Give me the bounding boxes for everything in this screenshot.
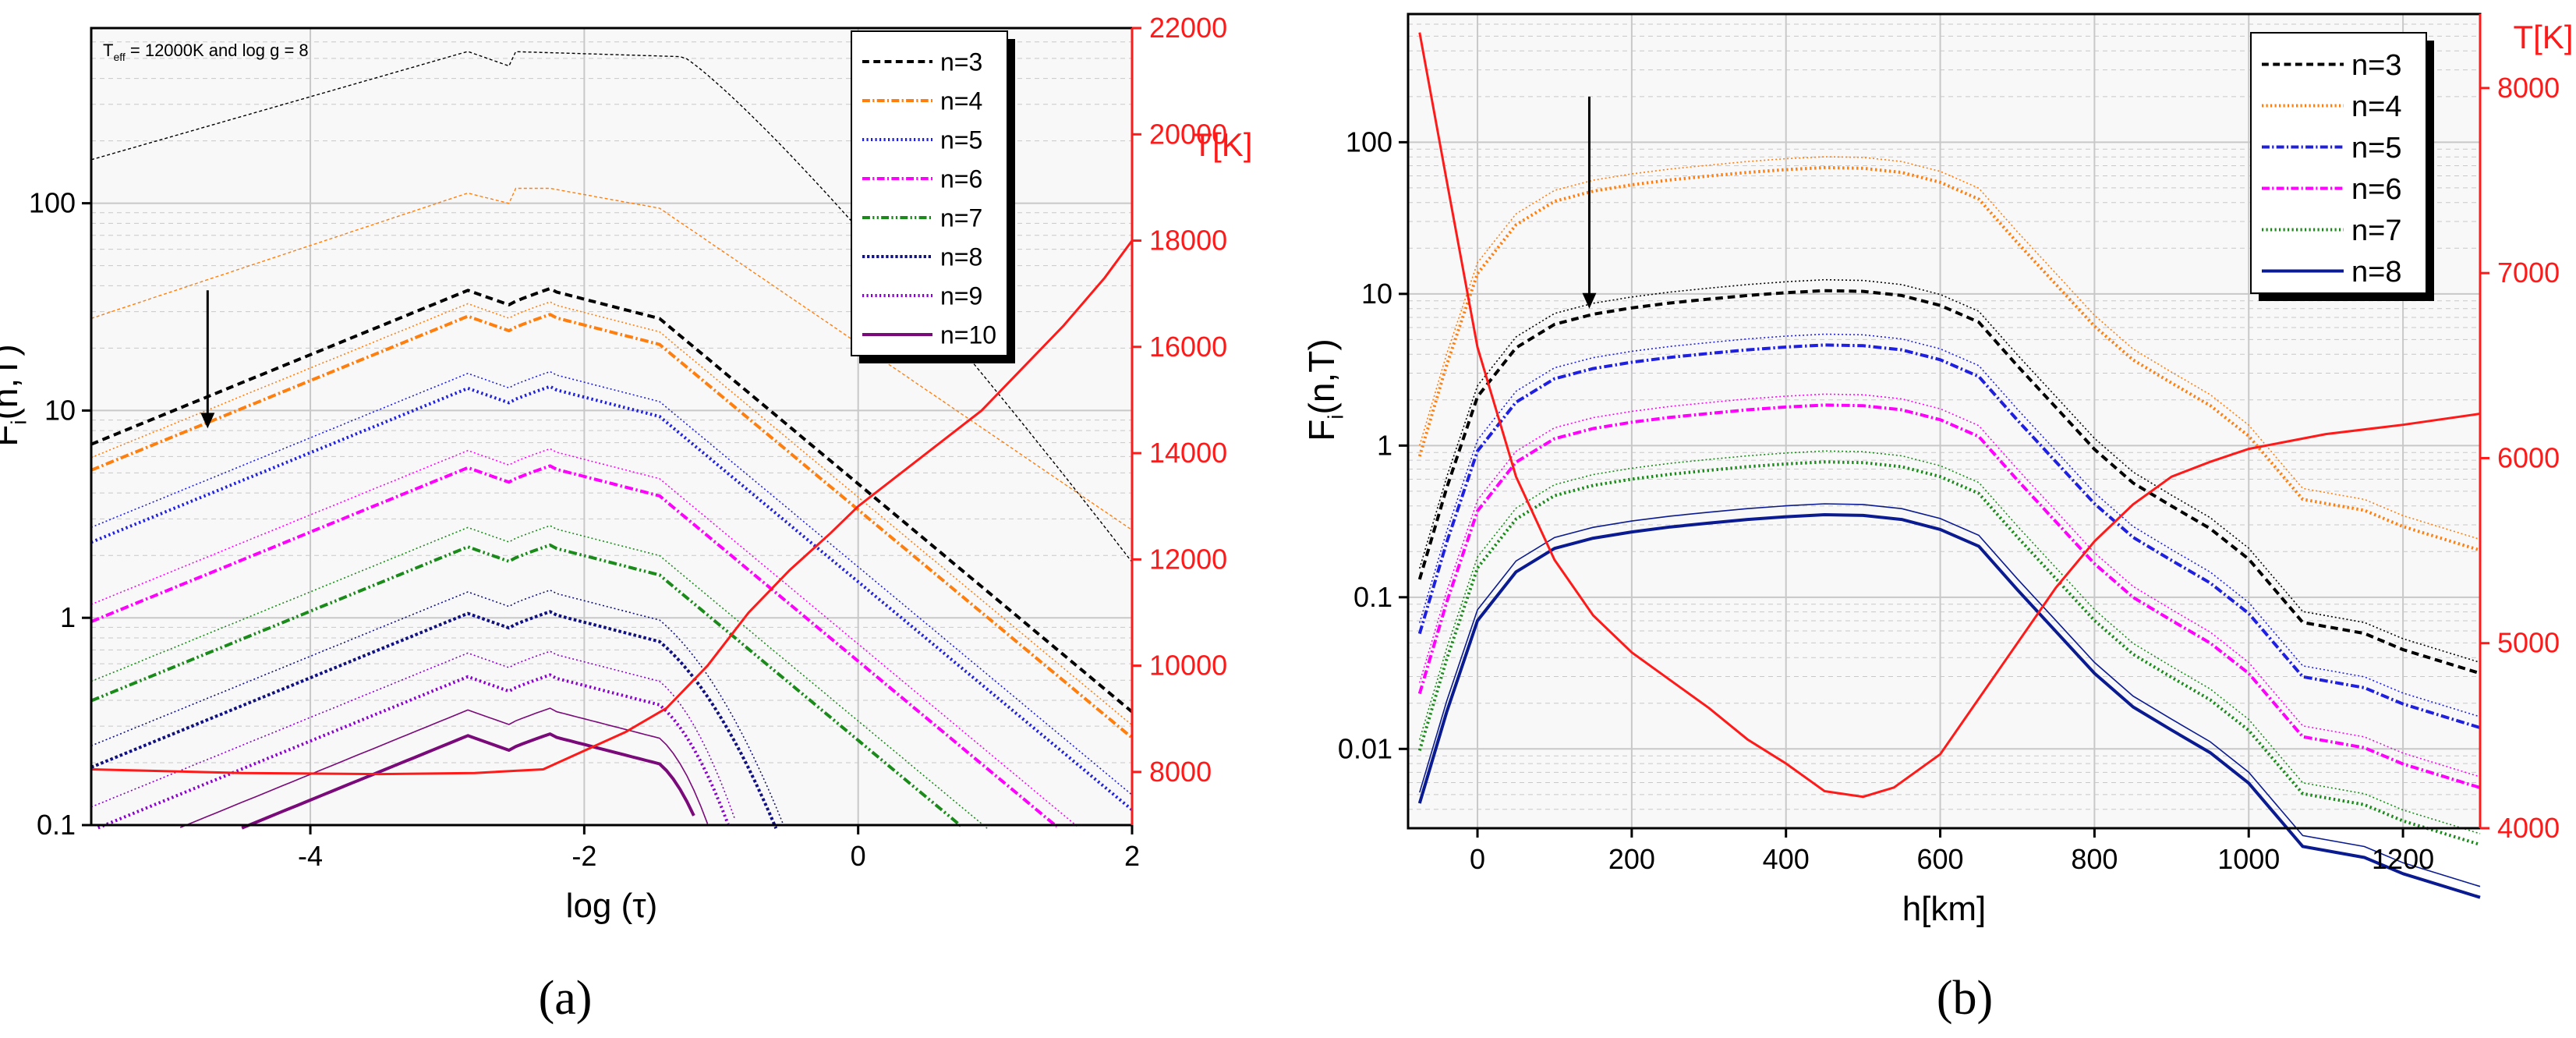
y-tick-label: 0.01 xyxy=(1338,732,1392,764)
y2-tick-label: 14000 xyxy=(1149,437,1227,469)
x-tick-label: 800 xyxy=(2071,843,2118,875)
legend-label: n=9 xyxy=(940,282,982,310)
y2-tick-label: 8000 xyxy=(1149,756,1212,788)
arrow-head xyxy=(1582,292,1597,309)
y2-tick-label: 8000 xyxy=(2497,72,2560,104)
x-tick-label: -4 xyxy=(298,840,323,872)
legend-label: n=6 xyxy=(940,165,982,193)
legend-label: n=5 xyxy=(940,126,982,154)
legend-label: n=5 xyxy=(2351,132,2401,165)
x-axis-label: h[km] xyxy=(1902,890,1987,928)
series-line-thin-n5 xyxy=(1419,333,2481,717)
series-line-thin-n6 xyxy=(90,448,1078,827)
y2-tick-label: 6000 xyxy=(2497,441,2560,473)
x-tick-label: 1000 xyxy=(2217,843,2280,875)
series-line-n8 xyxy=(1417,513,2481,899)
legend-label: n=4 xyxy=(940,87,982,115)
series-line-n10 xyxy=(241,732,695,830)
panel-a: -4 -2 0 2 0.1 1 10 100 8000 10000 12000 14000 16000 1… xyxy=(0,12,1253,925)
series-group xyxy=(1417,156,2481,899)
y2-tick-label: 18000 xyxy=(1149,225,1227,257)
legend-label: n=3 xyxy=(940,48,982,76)
envelope-line xyxy=(90,51,1133,563)
series-line-thin-n10 xyxy=(179,707,709,828)
series-line-thin-n9 xyxy=(90,650,736,820)
y-tick-label: 0.1 xyxy=(1353,581,1392,613)
y-tick-label: 1 xyxy=(60,601,76,633)
series-line-n4 xyxy=(90,313,1134,739)
temperature-line xyxy=(90,239,1134,776)
series-line-thin-n7 xyxy=(1419,450,2481,834)
series-line-thin-n5 xyxy=(90,370,1133,795)
annotation-teff: Teff = 12000K and log g = 8 xyxy=(103,41,309,63)
y2-axis-label: T[K] xyxy=(2513,19,2573,55)
x-tick-label: 0 xyxy=(851,840,866,872)
series-line-n5 xyxy=(1417,343,2481,730)
legend: n=3 n=4 n=5 n=6 n=7 n=8 n=9 n=10 xyxy=(851,30,1015,363)
legend-label: n=4 xyxy=(2351,90,2401,123)
legend-label: n=8 xyxy=(2351,256,2401,289)
y2-tick-label: 22000 xyxy=(1149,12,1227,44)
series-line-n3 xyxy=(90,287,1134,714)
legend-label: n=10 xyxy=(940,321,996,349)
envelope-line-n4 xyxy=(90,187,1133,531)
y2-tick-label: 5000 xyxy=(2497,627,2560,659)
series-line-thin-n3 xyxy=(1419,278,2481,664)
legend: n=3 n=4 n=5 n=6 n=7 n=8 xyxy=(2250,32,2434,301)
arrow-head xyxy=(200,413,215,429)
y-tick-label: 10 xyxy=(44,394,76,426)
y2-tick-label: 12000 xyxy=(1149,543,1227,575)
series-line-thin-n6 xyxy=(1419,393,2481,778)
series-line-n5 xyxy=(90,384,1134,811)
legend-label: n=8 xyxy=(940,243,982,271)
x-tick-label: 200 xyxy=(1608,843,1655,875)
series-line-thin-n7 xyxy=(90,525,989,831)
y2-tick-label: 7000 xyxy=(2497,257,2560,289)
series-line-thin-n4 xyxy=(1419,156,2481,540)
y-axis-label: Fi(n,T) xyxy=(1301,338,1348,441)
series-line-n4 xyxy=(1417,165,2481,552)
series-line-n7 xyxy=(90,543,962,827)
series-line-thin-n8 xyxy=(1419,503,2481,887)
y2-tick-label: 16000 xyxy=(1149,331,1227,363)
x-tick-label: -2 xyxy=(571,840,596,872)
x-axis-label: log (τ) xyxy=(566,887,658,925)
x-tick-label: 2 xyxy=(1124,840,1140,872)
y2-tick-label: 10000 xyxy=(1149,650,1227,682)
caption-a: (a) xyxy=(539,972,593,1025)
series-line-n3 xyxy=(1417,289,2481,675)
y-tick-label: 1 xyxy=(1377,429,1392,461)
series-line-n7 xyxy=(1417,460,2481,846)
y2-axis-label: T[K] xyxy=(1192,126,1252,163)
panel-b: 0 200 400 600 800 1000 1200 0.01 0.1 1 10 100 4000 50… xyxy=(1301,12,2574,928)
legend-label: n=7 xyxy=(940,204,982,232)
x-tick-label: 1200 xyxy=(2372,843,2434,875)
x-tick-label: 600 xyxy=(1917,843,1964,875)
legend-label: n=3 xyxy=(2351,49,2401,82)
legend-label: n=7 xyxy=(2351,214,2401,247)
legend-label: n=6 xyxy=(2351,173,2401,206)
legend-box xyxy=(851,30,1008,356)
y2-tick-label: 4000 xyxy=(2497,812,2560,844)
series-line-n6 xyxy=(1417,403,2481,789)
series-line-n9 xyxy=(97,673,730,830)
x-tick-label: 0 xyxy=(1470,843,1485,875)
y2-tick-label: 20000 xyxy=(1149,118,1227,150)
y-tick-label: 100 xyxy=(1346,126,1392,158)
temperature-line xyxy=(1418,32,2481,799)
series-line-thin-n4 xyxy=(90,301,1133,726)
legend-box xyxy=(2250,32,2427,294)
y-tick-label: 10 xyxy=(1361,278,1392,310)
y-tick-label: 100 xyxy=(29,187,76,219)
x-tick-label: 400 xyxy=(1763,843,1810,875)
series-group xyxy=(90,51,1134,831)
y-tick-label: 0.1 xyxy=(37,809,76,841)
caption-b: (b) xyxy=(1937,972,1993,1025)
